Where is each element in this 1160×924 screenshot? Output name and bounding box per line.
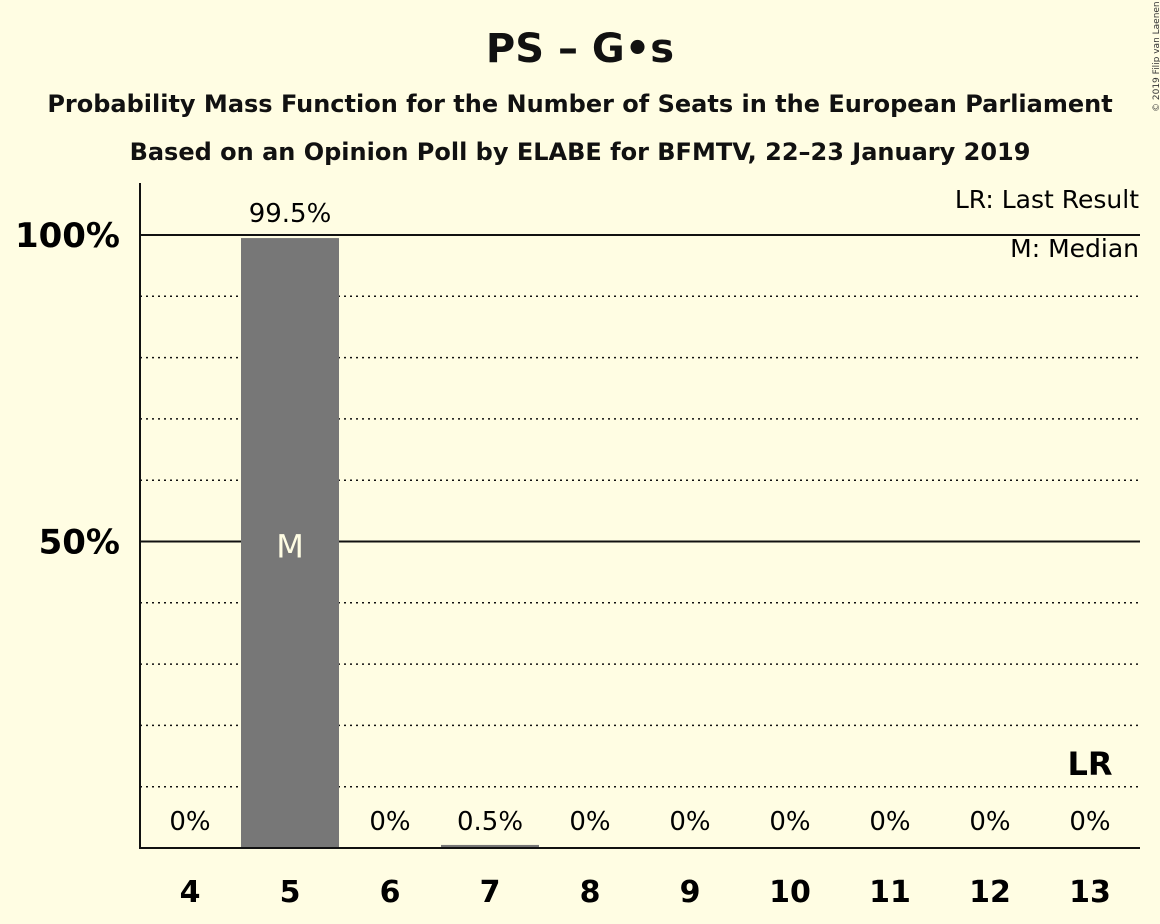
median-marker: M xyxy=(276,528,304,566)
bar-value-label: 0% xyxy=(169,807,210,837)
x-tick-label: 6 xyxy=(380,875,401,910)
bar-seats-5 xyxy=(241,238,339,848)
bar-value-label: 0% xyxy=(569,807,610,837)
last-result-marker: LR xyxy=(1067,745,1112,783)
tick-labels: 50% 100% 4 5 6 7 8 9 10 11 12 13 xyxy=(15,216,1111,910)
axes xyxy=(139,183,1140,849)
markers: M LR xyxy=(276,528,1112,784)
x-tick-label: 11 xyxy=(869,875,911,910)
legend-median: M: Median xyxy=(1010,234,1139,263)
bar-value-label: 0.5% xyxy=(457,807,523,837)
bar-value-label: 0% xyxy=(669,807,710,837)
x-tick-label: 5 xyxy=(280,875,301,910)
x-tick-label: 13 xyxy=(1069,875,1111,910)
bar-value-labels: 0% 99.5% 0% 0.5% 0% 0% 0% 0% 0% 0% xyxy=(169,199,1110,837)
x-tick-label: 8 xyxy=(580,875,601,910)
y-tick-label: 50% xyxy=(39,523,120,563)
y-tick-label: 100% xyxy=(15,216,120,256)
x-tick-label: 10 xyxy=(769,875,811,910)
bar-value-label: 0% xyxy=(369,807,410,837)
bar-seats-7 xyxy=(441,844,539,848)
bar-value-label: 0% xyxy=(869,807,910,837)
bar-value-label: 99.5% xyxy=(249,199,332,229)
gridlines xyxy=(140,234,1140,788)
chart-title: PS – G•s xyxy=(485,26,675,72)
x-tick-label: 7 xyxy=(480,875,501,910)
bar-value-label: 0% xyxy=(769,807,810,837)
bar-value-label: 0% xyxy=(1069,807,1110,837)
chart-subtitle-line-2: Based on an Opinion Poll by ELABE for BF… xyxy=(129,138,1031,166)
chart-subtitle-line-1: Probability Mass Function for the Number… xyxy=(47,90,1113,118)
x-tick-label: 9 xyxy=(680,875,701,910)
bars xyxy=(241,238,539,848)
x-tick-label: 4 xyxy=(180,875,201,910)
x-tick-label: 12 xyxy=(969,875,1011,910)
legend-last-result: LR: Last Result xyxy=(955,185,1139,214)
bar-value-label: 0% xyxy=(969,807,1010,837)
